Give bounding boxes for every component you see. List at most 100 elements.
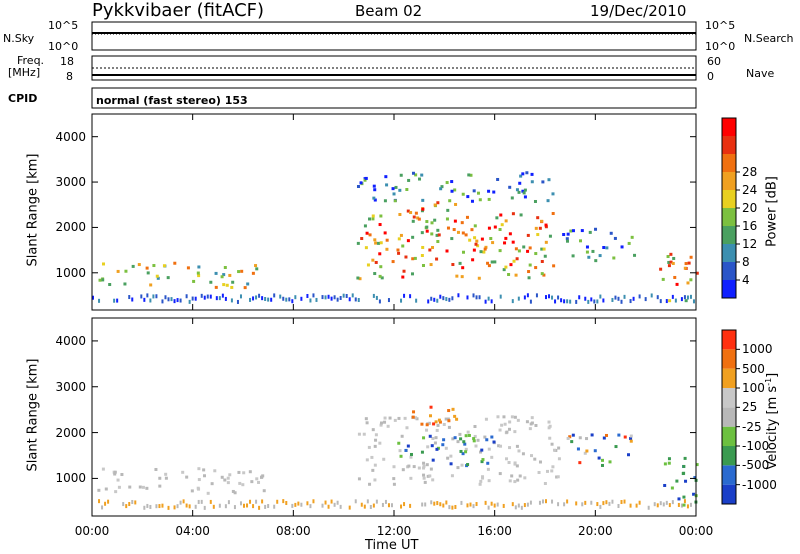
heatmap-cell xyxy=(472,248,476,252)
heatmap-cell xyxy=(669,260,673,264)
heatmap-cell xyxy=(354,499,357,504)
heatmap-cell xyxy=(428,434,432,438)
heatmap-cell xyxy=(412,465,416,469)
heatmap-cell xyxy=(224,296,227,301)
heatmap-cell xyxy=(584,500,587,505)
heatmap-cell xyxy=(222,283,226,287)
heatmap-cell xyxy=(384,175,388,179)
heatmap-cell xyxy=(413,256,417,260)
heatmap-cell xyxy=(393,199,397,203)
heatmap-cell xyxy=(164,472,168,476)
heatmap-cell xyxy=(285,297,288,302)
heatmap-cell xyxy=(192,279,196,283)
heatmap-cell xyxy=(422,436,426,440)
heatmap-cell xyxy=(392,482,396,486)
heatmap-cell xyxy=(526,502,529,507)
heatmap-cell xyxy=(373,478,377,482)
heatmap-cell xyxy=(164,476,168,480)
heatmap-cell xyxy=(267,504,270,509)
colorbar-tick-label: 28 xyxy=(742,165,758,179)
colorbar-tick-label: 12 xyxy=(742,237,758,251)
heatmap-cell xyxy=(422,461,426,465)
heatmap-cell xyxy=(339,504,342,509)
heatmap-cell xyxy=(237,270,241,274)
heatmap-cell xyxy=(386,424,390,428)
heatmap-cell xyxy=(357,477,361,481)
noise-tick-top-right: 10^5 xyxy=(705,19,736,32)
heatmap-cell xyxy=(479,479,483,483)
heatmap-cell xyxy=(523,195,527,199)
heatmap-cell xyxy=(519,174,523,178)
heatmap-cell xyxy=(620,245,624,249)
heatmap-cell xyxy=(638,294,641,299)
heatmap-cell xyxy=(324,500,327,505)
heatmap-cell xyxy=(570,440,574,444)
noise-panel-frame xyxy=(91,21,697,51)
colorbar-swatch xyxy=(722,368,736,388)
heatmap-cell xyxy=(371,468,375,472)
heatmap-cell xyxy=(143,297,146,302)
heatmap-cell xyxy=(578,295,581,300)
heatmap-cell xyxy=(453,219,457,223)
heatmap-cell xyxy=(436,446,440,450)
heatmap-cell xyxy=(513,461,517,465)
heatmap-cell xyxy=(120,473,124,477)
heatmap-cell xyxy=(566,299,569,304)
heatmap-cell xyxy=(459,437,463,441)
heatmap-cell xyxy=(407,464,411,468)
heatmap-cell xyxy=(436,201,440,205)
heatmap-cell xyxy=(511,240,515,244)
x-tick-label: 12:00 xyxy=(376,524,412,538)
heatmap-cell xyxy=(396,248,400,252)
heatmap-cell xyxy=(473,236,477,240)
heatmap-cell xyxy=(464,233,468,237)
heatmap-cell xyxy=(273,504,276,509)
heatmap-cell xyxy=(200,293,203,298)
heatmap-cell xyxy=(538,500,541,505)
heatmap-cell xyxy=(544,225,548,229)
heatmap-cell xyxy=(146,293,149,298)
colorbar-swatch xyxy=(722,388,736,408)
heatmap-cell xyxy=(528,427,532,431)
heatmap-cell xyxy=(392,465,396,469)
velocity-colorbar-label-main: Velocity [m s xyxy=(765,385,781,470)
heatmap-cell xyxy=(461,266,465,270)
heatmap-cell xyxy=(473,224,477,228)
heatmap-cell xyxy=(155,274,159,278)
heatmap-cell xyxy=(585,437,589,441)
heatmap-cell xyxy=(146,271,150,275)
heatmap-cell xyxy=(605,246,609,250)
heatmap-cell xyxy=(411,171,415,175)
heatmap-cell xyxy=(562,233,566,237)
heatmap-cell xyxy=(551,499,554,504)
noise-tick-bottom-right: 10^0 xyxy=(705,40,736,53)
x-axis-label: Time UT xyxy=(365,538,419,553)
colorbar-tick-label: 500 xyxy=(742,361,765,376)
heatmap-cell xyxy=(612,256,616,260)
heatmap-cell xyxy=(197,467,201,471)
colorbar-swatch xyxy=(722,407,736,427)
heatmap-cell xyxy=(460,275,464,279)
heatmap-cell xyxy=(336,500,339,505)
heatmap-cell xyxy=(602,436,606,440)
heatmap-cell xyxy=(409,211,413,215)
heatmap-cell xyxy=(692,299,695,304)
heatmap-cell xyxy=(374,260,378,264)
heatmap-cell xyxy=(404,255,408,259)
heatmap-cell xyxy=(466,195,470,199)
colorbar-tick-label: 1000 xyxy=(742,342,773,357)
nave-tick-top: 60 xyxy=(707,55,721,68)
heatmap-cell xyxy=(431,458,435,462)
heatmap-cell xyxy=(383,416,387,420)
heatmap-cell xyxy=(510,415,514,419)
heatmap-cell xyxy=(602,246,606,250)
colorbar-swatch xyxy=(722,426,736,446)
heatmap-cell xyxy=(427,421,431,425)
colorbar-swatch xyxy=(722,208,736,226)
heatmap-cell xyxy=(556,475,560,479)
heatmap-cell xyxy=(629,434,633,438)
heatmap-cell xyxy=(397,237,401,241)
heatmap-cell xyxy=(530,421,534,425)
heatmap-cell xyxy=(483,247,487,251)
axis-ticks xyxy=(91,114,697,516)
